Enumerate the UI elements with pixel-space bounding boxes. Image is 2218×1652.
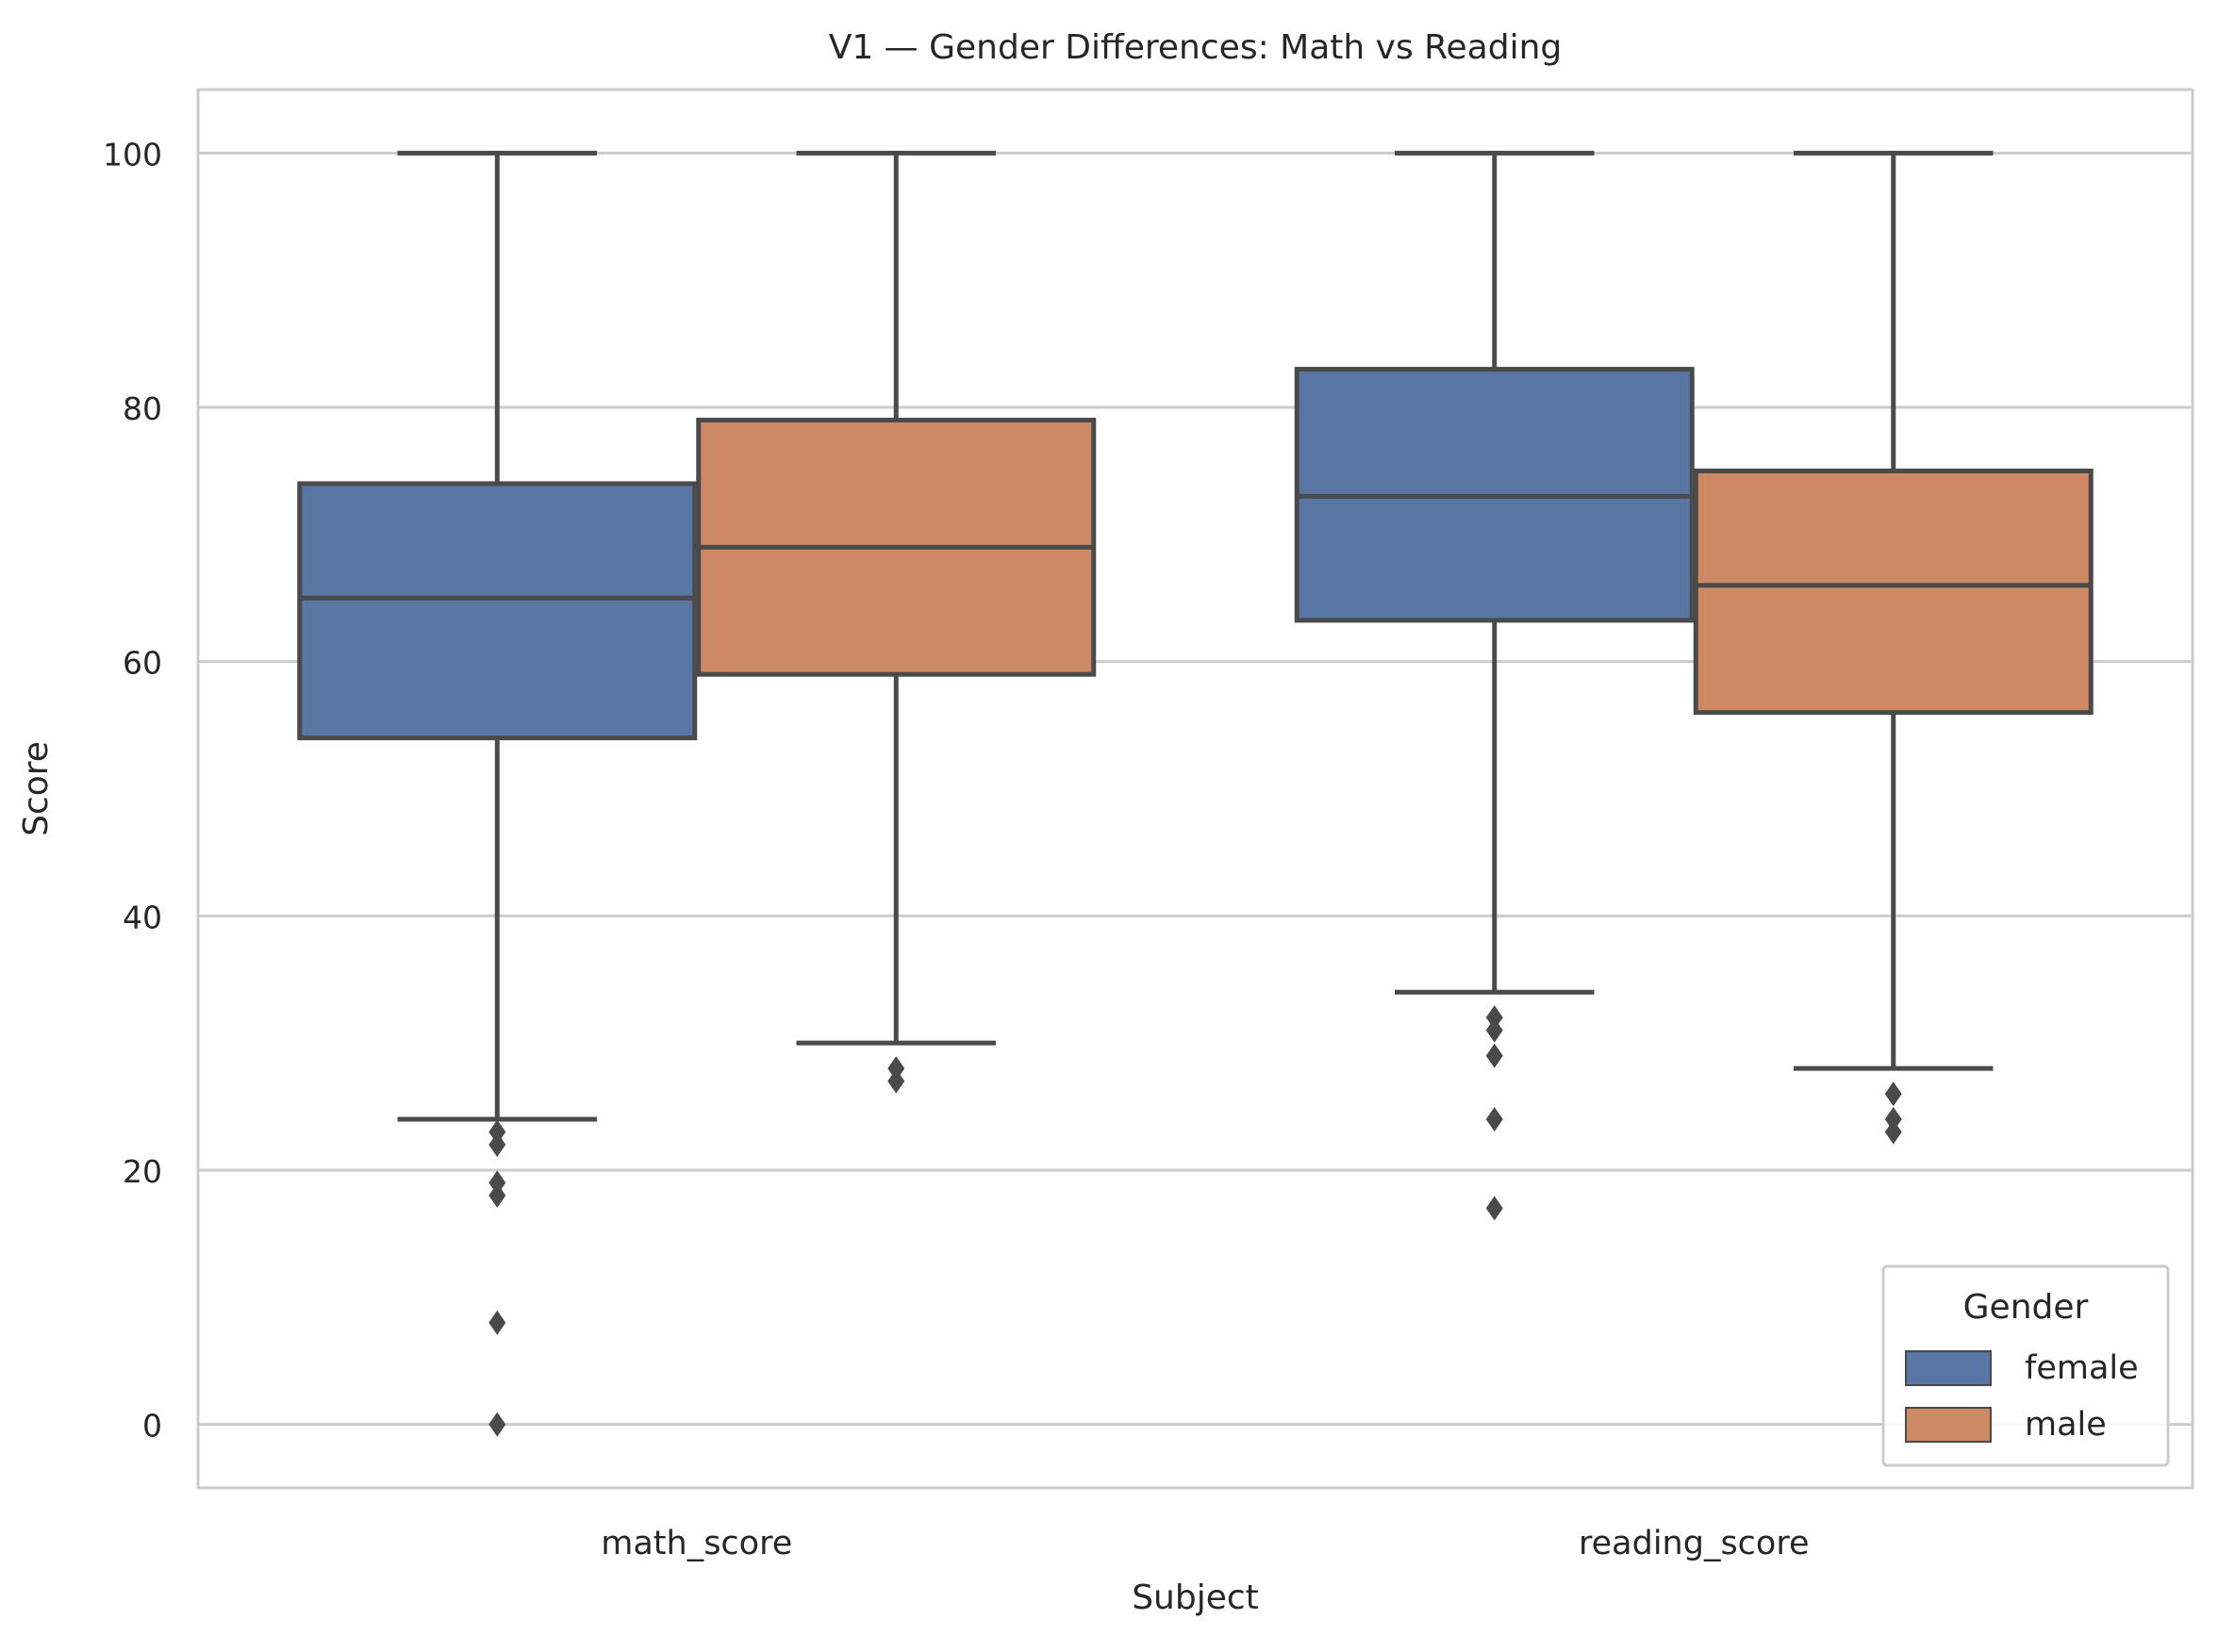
outlier-point xyxy=(1485,1107,1503,1132)
x-axis-label: Subject xyxy=(1132,1578,1259,1617)
legend-label-female: female xyxy=(2025,1349,2139,1387)
boxes xyxy=(297,150,2094,1437)
outlier-point xyxy=(1485,1196,1503,1221)
plot-frame xyxy=(196,88,2194,1490)
y-tick-label: 0 xyxy=(142,1408,162,1445)
legend-items: female male xyxy=(1905,1349,2139,1444)
outlier-point xyxy=(488,1182,506,1208)
outlier-point xyxy=(488,1310,506,1335)
box-iqr xyxy=(297,481,698,741)
box-female-math_score xyxy=(297,150,698,1437)
legend-label-male: male xyxy=(2025,1406,2107,1444)
legend-swatch-female xyxy=(1905,1350,1992,1386)
x-tick-label: math_score xyxy=(601,1525,792,1562)
y-axis: 0 20 40 60 80 100 xyxy=(103,136,162,1444)
y-tick-label: 80 xyxy=(123,390,162,427)
outlier-point xyxy=(1884,1119,1902,1145)
outlier-point xyxy=(1884,1082,1902,1107)
box-male-math_score xyxy=(696,150,1097,1094)
box-female-reading_score xyxy=(1294,150,1695,1221)
box-male-reading_score xyxy=(1693,150,2094,1145)
outlier-point xyxy=(488,1132,506,1157)
outlier-point xyxy=(488,1119,506,1145)
outlier-point xyxy=(887,1056,905,1082)
outlier-point xyxy=(1485,1005,1503,1031)
x-axis: math_score reading_score xyxy=(601,1525,1809,1562)
outlier-point xyxy=(887,1068,905,1094)
chart-title: V1 — Gender Differences: Math vs Reading xyxy=(829,28,1563,67)
y-axis-label: Score xyxy=(17,741,56,836)
y-tick-label: 60 xyxy=(123,645,162,682)
y-tick-label: 20 xyxy=(123,1153,162,1190)
outlier-point xyxy=(1884,1107,1902,1132)
legend: Gender female male xyxy=(1881,1264,2170,1467)
outlier-point xyxy=(1485,1043,1503,1068)
y-tick-label: 100 xyxy=(103,136,162,173)
outlier-point xyxy=(488,1412,506,1437)
outlier-point xyxy=(488,1170,506,1196)
box-iqr xyxy=(1693,468,2094,716)
legend-title: Gender xyxy=(1963,1288,2089,1327)
y-tick-label: 40 xyxy=(123,899,162,935)
legend-swatch-male xyxy=(1905,1407,1992,1443)
x-tick-label: reading_score xyxy=(1579,1525,1810,1562)
outlier-point xyxy=(1485,1017,1503,1043)
